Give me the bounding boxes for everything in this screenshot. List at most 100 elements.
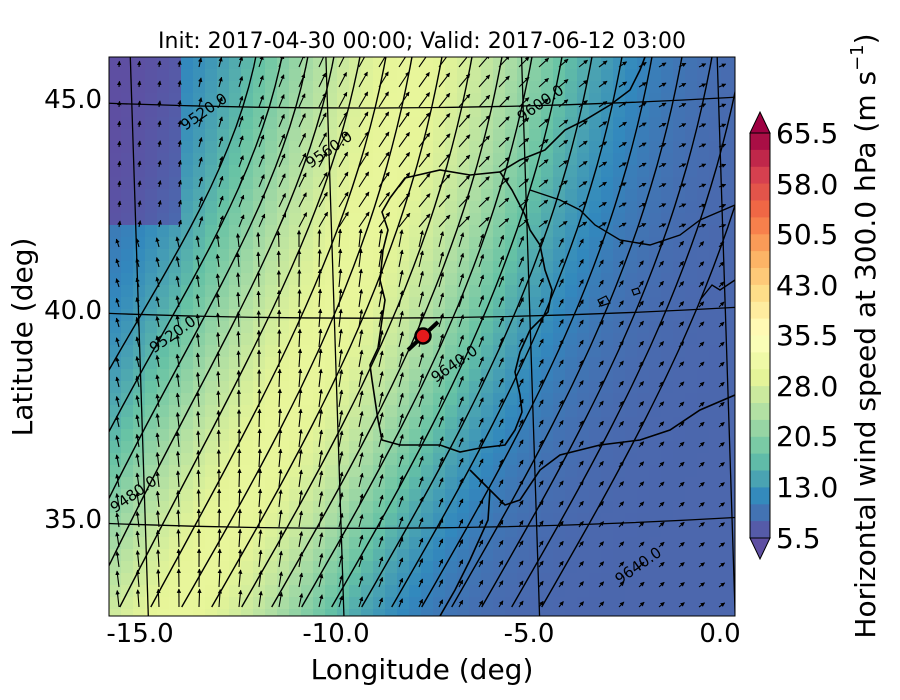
wind-speed-cell: [169, 57, 182, 70]
wind-speed-cell: [613, 549, 626, 562]
wind-speed-cell: [625, 93, 638, 106]
wind-speed-cell: [553, 93, 566, 106]
wind-speed-cell: [661, 177, 674, 190]
wind-speed-cell: [445, 465, 458, 478]
colorbar-tick-label: 20.5: [776, 420, 838, 453]
wind-speed-cell: [193, 81, 206, 94]
colorbar-label-end: ): [849, 33, 882, 44]
wind-speed-cell: [253, 549, 266, 562]
wind-speed-cell: [577, 129, 590, 142]
wind-speed-cell: [301, 237, 314, 250]
wind-speed-cell: [697, 177, 710, 190]
wind-speed-cell: [697, 369, 710, 382]
wind-speed-cell: [265, 153, 278, 166]
wind-speed-cell: [649, 417, 662, 430]
wind-speed-cell: [697, 249, 710, 262]
wind-speed-cell: [121, 549, 134, 562]
wind-speed-cell: [517, 501, 530, 514]
wind-speed-cell: [217, 57, 230, 70]
wind-speed-cell: [457, 597, 470, 610]
wind-speed-cell: [733, 189, 735, 202]
wind-speed-cell: [421, 93, 434, 106]
wind-speed-cell: [445, 237, 458, 250]
wind-speed-cell: [253, 441, 266, 454]
wind-speed-cell: [709, 273, 722, 286]
colorbar-swatch: [750, 166, 770, 185]
wind-speed-cell: [697, 525, 710, 538]
wind-speed-cell: [397, 177, 410, 190]
wind-speed-cell: [325, 69, 338, 82]
wind-speed-cell: [361, 249, 374, 262]
wind-speed-cell: [157, 141, 170, 154]
wind-speed-cell: [673, 129, 686, 142]
wind-speed-cell: [601, 57, 614, 70]
wind-speed-cell: [241, 117, 254, 130]
wind-speed-cell: [709, 237, 722, 250]
wind-speed-cell: [541, 513, 554, 526]
wind-speed-cell: [205, 117, 218, 130]
wind-speed-cell: [565, 345, 578, 358]
wind-speed-cell: [637, 153, 650, 166]
wind-speed-cell: [709, 549, 722, 562]
wind-speed-cell: [457, 381, 470, 394]
wind-speed-cell: [145, 273, 158, 286]
wind-speed-cell: [193, 105, 206, 118]
wind-speed-cell: [277, 273, 290, 286]
wind-speed-cell: [709, 285, 722, 298]
wind-speed-cell: [193, 381, 206, 394]
wind-speed-cell: [277, 333, 290, 346]
wind-speed-cell: [181, 129, 194, 142]
wind-speed-cell: [241, 129, 254, 142]
wind-speed-cell: [109, 429, 122, 442]
wind-speed-cell: [337, 321, 350, 334]
wind-speed-cell: [145, 453, 158, 466]
wind-speed-cell: [181, 249, 194, 262]
wind-speed-cell: [385, 273, 398, 286]
wind-speed-cell: [181, 513, 194, 526]
wind-speed-cell: [265, 225, 278, 238]
wind-speed-cell: [673, 189, 686, 202]
wind-speed-cell: [457, 201, 470, 214]
wind-speed-cell: [301, 417, 314, 430]
wind-speed-cell: [529, 57, 542, 70]
wind-speed-cell: [613, 537, 626, 550]
wind-speed-cell: [685, 237, 698, 250]
wind-speed-cell: [157, 69, 170, 82]
wind-speed-cell: [277, 81, 290, 94]
wind-speed-cell: [289, 429, 302, 442]
wind-speed-cell: [649, 573, 662, 586]
wind-speed-cell: [469, 597, 482, 610]
wind-speed-cell: [145, 165, 158, 178]
wind-speed-cell: [205, 465, 218, 478]
wind-speed-cell: [409, 597, 422, 610]
wind-speed-cell: [721, 285, 734, 298]
wind-speed-cell: [217, 261, 230, 274]
wind-speed-cell: [685, 453, 698, 466]
wind-speed-cell: [721, 237, 734, 250]
wind-speed-cell: [205, 129, 218, 142]
wind-speed-cell: [697, 585, 710, 598]
wind-speed-cell: [253, 69, 266, 82]
wind-speed-cell: [133, 69, 146, 82]
wind-speed-cell: [661, 525, 674, 538]
wind-speed-cell: [373, 501, 386, 514]
wind-speed-cell: [541, 585, 554, 598]
wind-speed-cell: [481, 417, 494, 430]
wind-speed-cell: [721, 597, 734, 610]
wind-speed-cell: [145, 321, 158, 334]
wind-speed-cell: [685, 429, 698, 442]
wind-speed-cell: [529, 93, 542, 106]
x-tick-label: 0.0: [699, 619, 740, 649]
wind-speed-cell: [241, 597, 254, 610]
wind-speed-cell: [493, 597, 506, 610]
wind-speed-cell: [373, 549, 386, 562]
wind-speed-cell: [325, 465, 338, 478]
wind-speed-cell: [109, 117, 122, 130]
wind-speed-cell: [721, 585, 734, 598]
wind-speed-cell: [313, 213, 326, 226]
wind-speed-cell: [133, 561, 146, 574]
wind-speed-cell: [457, 57, 470, 70]
wind-speed-cell: [301, 273, 314, 286]
wind-speed-cell: [265, 189, 278, 202]
wind-speed-cell: [145, 237, 158, 250]
